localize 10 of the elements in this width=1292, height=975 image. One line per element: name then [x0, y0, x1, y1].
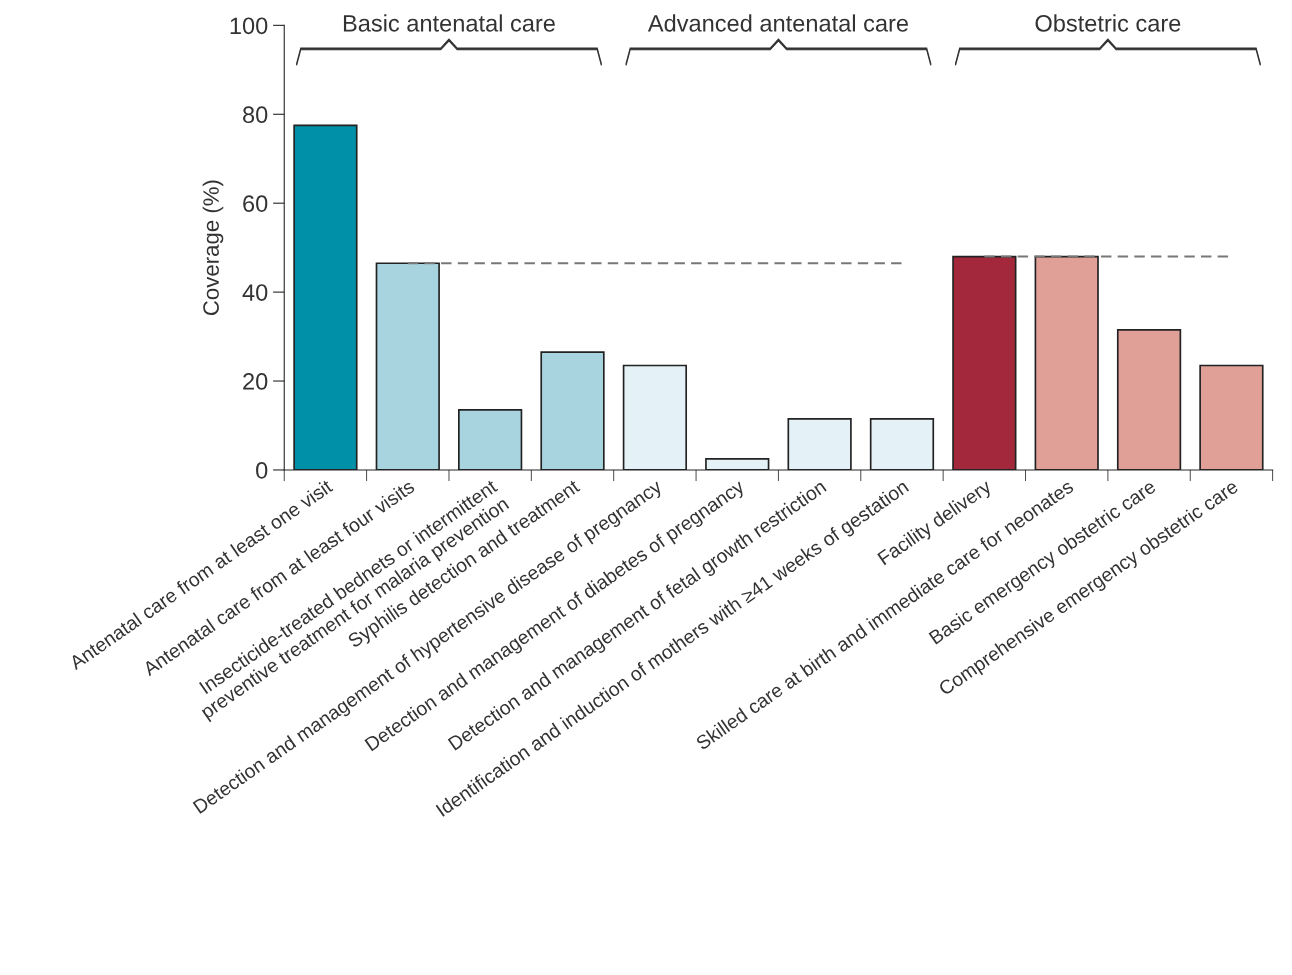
annotation: Obstetric care: [1035, 14, 1181, 32]
annotation: Basic antenatal care: [343, 14, 555, 32]
y-tick-label: 40: [242, 284, 268, 301]
annotation: Advanced antenatal care: [647, 14, 908, 32]
y-tick-label: 60: [243, 195, 268, 212]
y-tick-label: 0: [256, 462, 268, 479]
y-tick-label: 20: [243, 373, 268, 390]
y-tick-label: 100: [230, 17, 268, 35]
y-axis-title: Coverage (%): [202, 180, 224, 316]
y-tick-label: 80: [243, 106, 268, 124]
